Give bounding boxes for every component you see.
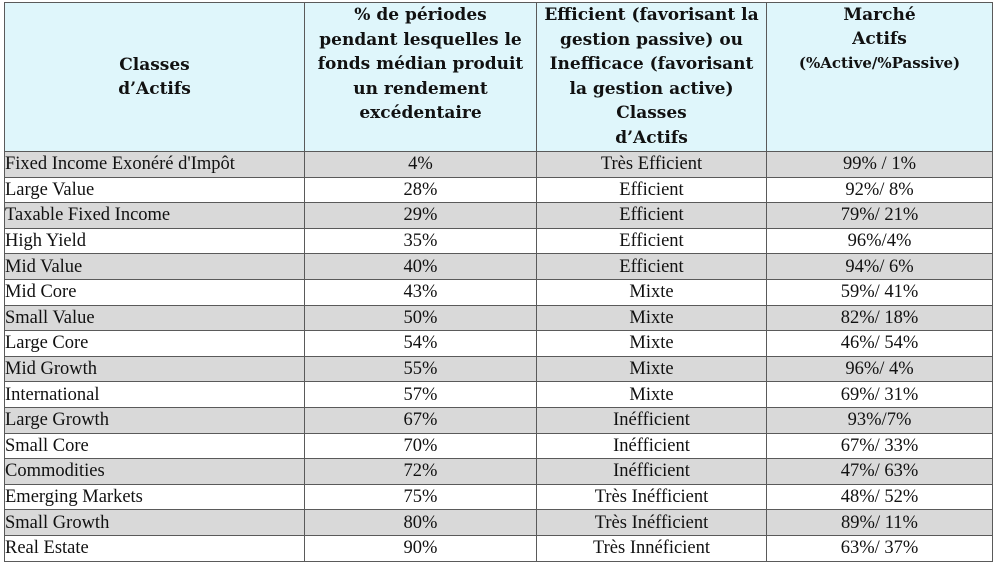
header-market-title: Marché Actifs [843, 5, 916, 49]
cell-outperformance-pct: 90% [304, 534, 537, 562]
cell-active-passive-split: 46%/ 54% [766, 330, 993, 357]
cell-efficiency: Mixte [536, 355, 767, 383]
cell-efficiency: Mixte [536, 304, 767, 332]
cell-asset-class: Large Value [4, 176, 305, 204]
cell-asset-class: Fixed Income Exonéré d'Impôt [4, 151, 305, 178]
cell-outperformance-pct: 28% [304, 176, 537, 204]
cell-active-passive-split: 89%/ 11% [766, 509, 993, 536]
cell-outperformance-pct: 4% [304, 151, 537, 178]
table-row: Mid Growth 55% Mixte 96%/ 4% [4, 355, 993, 383]
table-row: International 57% Mixte 69%/ 31% [4, 381, 993, 408]
table-header: Classes d’Actifs % de périodes pendant l… [4, 2, 993, 152]
cell-efficiency: Inéfficient [536, 432, 767, 460]
cell-efficiency: Très Efficient [536, 151, 767, 178]
cell-outperformance-pct: 50% [304, 304, 537, 332]
header-market-subtitle: (%Active/%Passive) [798, 54, 961, 72]
cell-efficiency: Mixte [536, 330, 767, 357]
table-row: Large Growth 67% Inéfficient 93%/7% [4, 406, 993, 434]
cell-outperformance-pct: 29% [304, 202, 537, 229]
cell-efficiency: Mixte [536, 381, 767, 408]
cell-asset-class: Mid Value [4, 253, 305, 280]
cell-asset-class: Commodities [4, 458, 305, 485]
cell-efficiency: Efficient [536, 202, 767, 229]
header-market-assets: Marché Actifs (%Active/%Passive) [766, 2, 993, 152]
table-row: Real Estate 90% Très Innéficient 63%/ 37% [4, 534, 993, 562]
cell-outperformance-pct: 70% [304, 432, 537, 460]
asset-class-table: Classes d’Actifs % de périodes pendant l… [4, 2, 993, 562]
table-body: Fixed Income Exonéré d'Impôt 4% Très Effic… [4, 151, 993, 562]
cell-active-passive-split: 96%/ 4% [766, 355, 993, 383]
cell-outperformance-pct: 40% [304, 253, 537, 280]
cell-active-passive-split: 92%/ 8% [766, 176, 993, 204]
header-asset-classes: Classes d’Actifs [4, 2, 305, 152]
cell-asset-class: Mid Core [4, 278, 305, 306]
cell-asset-class: Taxable Fixed Income [4, 202, 305, 229]
table-row: Small Growth 80% Très Inéfficient 89%/ 11% [4, 509, 993, 536]
table-row: Large Value 28% Efficient 92%/ 8% [4, 176, 993, 204]
table-row: Mid Value 40% Efficient 94%/ 6% [4, 253, 993, 280]
cell-active-passive-split: 79%/ 21% [766, 202, 993, 229]
cell-asset-class: Emerging Markets [4, 483, 305, 511]
table-row: Emerging Markets 75% Très Inéfficient 48%/ … [4, 483, 993, 511]
cell-efficiency: Inéfficient [536, 458, 767, 485]
table-row: Commodities 72% Inéfficient 47%/ 63% [4, 458, 993, 485]
header-row: Classes d’Actifs % de périodes pendant l… [4, 2, 993, 152]
cell-efficiency: Mixte [536, 278, 767, 306]
header-efficiency: Efficient (favorisant la gestion passive… [536, 2, 767, 152]
cell-active-passive-split: 67%/ 33% [766, 432, 993, 460]
cell-efficiency: Très Inéfficient [536, 509, 767, 536]
cell-active-passive-split: 63%/ 37% [766, 534, 993, 562]
cell-efficiency: Très Innéficient [536, 534, 767, 562]
cell-asset-class: Large Growth [4, 406, 305, 434]
cell-outperformance-pct: 75% [304, 483, 537, 511]
cell-efficiency: Efficient [536, 227, 767, 255]
table-row: Fixed Income Exonéré d'Impôt 4% Très Effic… [4, 151, 993, 178]
cell-outperformance-pct: 57% [304, 381, 537, 408]
cell-outperformance-pct: 43% [304, 278, 537, 306]
cell-active-passive-split: 96%/4% [766, 227, 993, 255]
cell-active-passive-split: 48%/ 52% [766, 483, 993, 511]
cell-active-passive-split: 99% / 1% [766, 151, 993, 178]
cell-outperformance-pct: 35% [304, 227, 537, 255]
cell-outperformance-pct: 67% [304, 406, 537, 434]
cell-active-passive-split: 93%/7% [766, 406, 993, 434]
table-row: Small Value 50% Mixte 82%/ 18% [4, 304, 993, 332]
cell-active-passive-split: 47%/ 63% [766, 458, 993, 485]
cell-asset-class: Small Value [4, 304, 305, 332]
cell-active-passive-split: 69%/ 31% [766, 381, 993, 408]
cell-asset-class: International [4, 381, 305, 408]
cell-active-passive-split: 82%/ 18% [766, 304, 993, 332]
cell-asset-class: Mid Growth [4, 355, 305, 383]
cell-outperformance-pct: 80% [304, 509, 537, 536]
cell-asset-class: Large Core [4, 330, 305, 357]
cell-asset-class: High Yield [4, 227, 305, 255]
header-outperformance-pct: % de périodes pendant lesquelles le fond… [304, 2, 537, 152]
cell-outperformance-pct: 55% [304, 355, 537, 383]
cell-efficiency: Très Inéfficient [536, 483, 767, 511]
cell-efficiency: Inéfficient [536, 406, 767, 434]
table-row: Small Core 70% Inéfficient 67%/ 33% [4, 432, 993, 460]
cell-active-passive-split: 59%/ 41% [766, 278, 993, 306]
cell-active-passive-split: 94%/ 6% [766, 253, 993, 280]
cell-asset-class: Small Core [4, 432, 305, 460]
table-row: Taxable Fixed Income 29% Efficient 79%/ 21% [4, 202, 993, 229]
cell-asset-class: Real Estate [4, 534, 305, 562]
cell-outperformance-pct: 72% [304, 458, 537, 485]
cell-outperformance-pct: 54% [304, 330, 537, 357]
table-row: High Yield 35% Efficient 96%/4% [4, 227, 993, 255]
cell-asset-class: Small Growth [4, 509, 305, 536]
cell-efficiency: Efficient [536, 253, 767, 280]
table-row: Large Core 54% Mixte 46%/ 54% [4, 330, 993, 357]
cell-efficiency: Efficient [536, 176, 767, 204]
table-row: Mid Core 43% Mixte 59%/ 41% [4, 278, 993, 306]
